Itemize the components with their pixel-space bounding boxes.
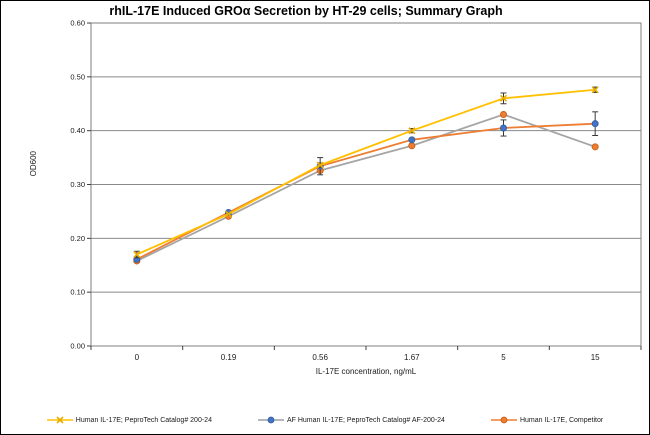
legend-swatch-competitor-icon: [490, 416, 517, 424]
svg-text:0.20: 0.20: [70, 234, 85, 243]
svg-text:0.19: 0.19: [221, 353, 237, 362]
legend-swatch-af-icon: [257, 416, 284, 424]
legend-label: AF Human IL-17E; PeproTech Catalog# AF-2…: [286, 416, 445, 424]
svg-text:0.10: 0.10: [70, 288, 85, 297]
svg-text:0.30: 0.30: [70, 180, 85, 189]
legend: Human IL-17E; PeproTech Catalog# 200-24 …: [1, 415, 649, 425]
plot-area: 0.00 0.10 0.20 0.30 0.40 0.50 0.60 0 0.19 0.56 1.6…: [70, 19, 642, 362]
y-axis-title: OD600: [29, 151, 38, 177]
svg-text:1.67: 1.67: [404, 353, 420, 362]
svg-text:15: 15: [591, 353, 600, 362]
svg-text:0.56: 0.56: [312, 353, 328, 362]
svg-text:5: 5: [501, 353, 506, 362]
chart-title: rhIL-17E Induced GROα Secretion by HT-29…: [109, 4, 503, 18]
svg-text:0: 0: [135, 353, 140, 362]
legend-label: Human IL-17E; PeproTech Catalog# 200-24: [75, 416, 212, 424]
svg-text:0.50: 0.50: [70, 72, 85, 81]
svg-text:0.60: 0.60: [70, 19, 85, 28]
x-axis-title: IL-17E concentration, ng/mL: [315, 367, 417, 376]
legend-swatch-pepro-icon: [46, 416, 73, 424]
legend-item: Human IL-17E; PeproTech Catalog# 200-24: [46, 415, 212, 425]
svg-text:0.00: 0.00: [70, 342, 85, 351]
svg-text:0.40: 0.40: [70, 126, 85, 135]
legend-item: Human IL-17E, Competitor: [490, 415, 604, 425]
legend-item: AF Human IL-17E; PeproTech Catalog# AF-2…: [257, 415, 445, 425]
legend-label: Human IL-17E, Competitor: [519, 416, 604, 424]
